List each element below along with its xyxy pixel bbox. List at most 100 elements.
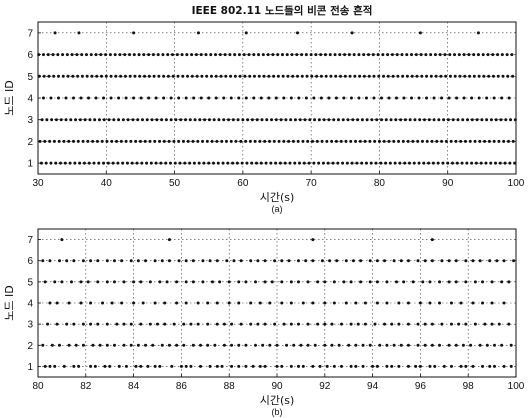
beacon-point-node-1 [442,364,446,368]
beacon-point-node-6 [371,53,375,57]
beacon-point-node-3 [373,322,377,326]
beacon-point-node-2 [186,139,190,143]
beacon-point-node-5 [233,74,237,78]
beacon-point-node-2 [392,139,396,143]
beacon-point-node-2 [153,139,157,143]
beacon-point-node-5 [339,74,343,78]
beacon-point-node-1 [331,161,335,165]
beacon-point-node-3 [198,118,202,122]
beacon-point-node-5 [191,280,195,284]
beacon-point-node-5 [358,74,362,78]
beacon-point-node-5 [105,280,109,284]
beacon-point-node-2 [461,343,465,347]
beacon-point-node-1 [235,161,239,165]
beacon-point-node-5 [95,74,99,78]
beacon-point-node-6 [359,259,363,263]
beacon-point-node-2 [160,343,164,347]
beacon-point-node-1 [192,161,196,165]
beacon-point-node-1 [297,364,301,368]
beacon-point-node-1 [168,161,172,165]
beacon-point-node-1 [202,161,206,165]
beacon-point-node-1 [465,161,469,165]
beacon-point-node-2 [213,343,217,347]
beacon-point-node-5 [405,74,409,78]
beacon-point-node-6 [257,53,261,57]
beacon-point-node-3 [89,322,93,326]
beacon-point-node-6 [419,53,423,57]
beacon-point-node-2 [454,139,458,143]
beacon-point-node-6 [232,259,236,263]
beacon-point-node-1 [441,161,445,165]
beacon-point-node-1 [488,364,492,368]
beacon-point-node-6 [491,53,495,57]
beacon-point-node-5 [391,74,395,78]
beacon-point-node-2 [337,343,341,347]
beacon-point-node-6 [41,259,45,263]
beacon-point-node-2 [263,139,267,143]
beacon-point-node-2 [444,139,448,143]
beacon-point-node-6 [357,53,361,57]
beacon-point-node-2 [110,139,114,143]
beacon-point-node-6 [448,53,452,57]
beacon-point-node-1 [446,161,450,165]
beacon-point-node-7 [350,31,354,35]
beacon-point-node-3 [54,118,58,122]
beacon-point-node-4 [323,301,327,305]
beacon-point-node-6 [395,53,399,57]
beacon-point-node-5 [438,280,442,284]
beacon-point-node-2 [215,139,219,143]
x-tick-label: 30 [32,178,44,189]
beacon-point-node-2 [136,343,140,347]
beacon-point-node-5 [315,74,319,78]
beacon-point-node-2 [473,139,477,143]
x-tick-label: 96 [415,381,427,392]
beacon-point-node-7 [295,31,299,35]
beacon-point-node-4 [395,96,398,100]
beacon-point-node-2 [201,139,205,143]
beacon-point-node-6 [367,53,370,57]
beacon-point-node-1 [43,364,47,368]
y-tick-label: 5 [27,72,33,83]
beacon-point-node-6 [65,259,69,263]
beacon-point-node-2 [58,343,62,347]
beacon-point-node-4 [438,301,442,305]
beacon-point-node-2 [354,139,358,143]
beacon-point-node-6 [471,259,475,263]
beacon-point-node-4 [153,301,157,305]
beacon-point-node-3 [231,118,235,122]
beacon-point-node-2 [91,343,95,347]
y-tick-label: 1 [27,362,33,373]
beacon-point-node-5 [286,74,290,78]
beacon-point-node-3 [246,118,250,122]
beacon-point-node-1 [349,364,353,368]
beacon-point-node-5 [425,74,429,78]
beacon-point-node-3 [423,118,426,122]
beacon-point-node-6 [496,53,500,57]
beacon-point-node-6 [177,259,181,263]
beacon-point-node-3 [188,118,192,122]
beacon-point-node-6 [486,53,490,57]
beacon-point-node-5 [300,74,304,78]
beacon-point-node-3 [236,118,240,122]
beacon-point-node-7 [244,31,248,35]
beacon-point-node-3 [78,118,82,122]
beacon-point-node-3 [207,118,211,122]
beacon-point-node-2 [144,343,148,347]
beacon-point-node-1 [283,161,287,165]
beacon-point-node-4 [154,96,158,100]
beacon-point-node-6 [309,53,313,57]
beacon-point-node-6 [153,259,157,263]
beacon-point-node-3 [432,118,436,122]
beacon-point-node-4 [117,96,121,100]
beacon-point-node-3 [456,118,460,122]
beacon-point-node-6 [344,259,348,263]
beacon-point-node-5 [257,74,261,78]
beacon-point-node-4 [268,301,272,305]
beacon-point-node-1 [312,161,316,165]
beacon-point-node-1 [173,161,177,165]
beacon-point-node-1 [159,161,163,165]
beacon-point-node-5 [200,74,204,78]
beacon-point-node-4 [206,301,210,305]
beacon-point-node-1 [417,161,421,165]
